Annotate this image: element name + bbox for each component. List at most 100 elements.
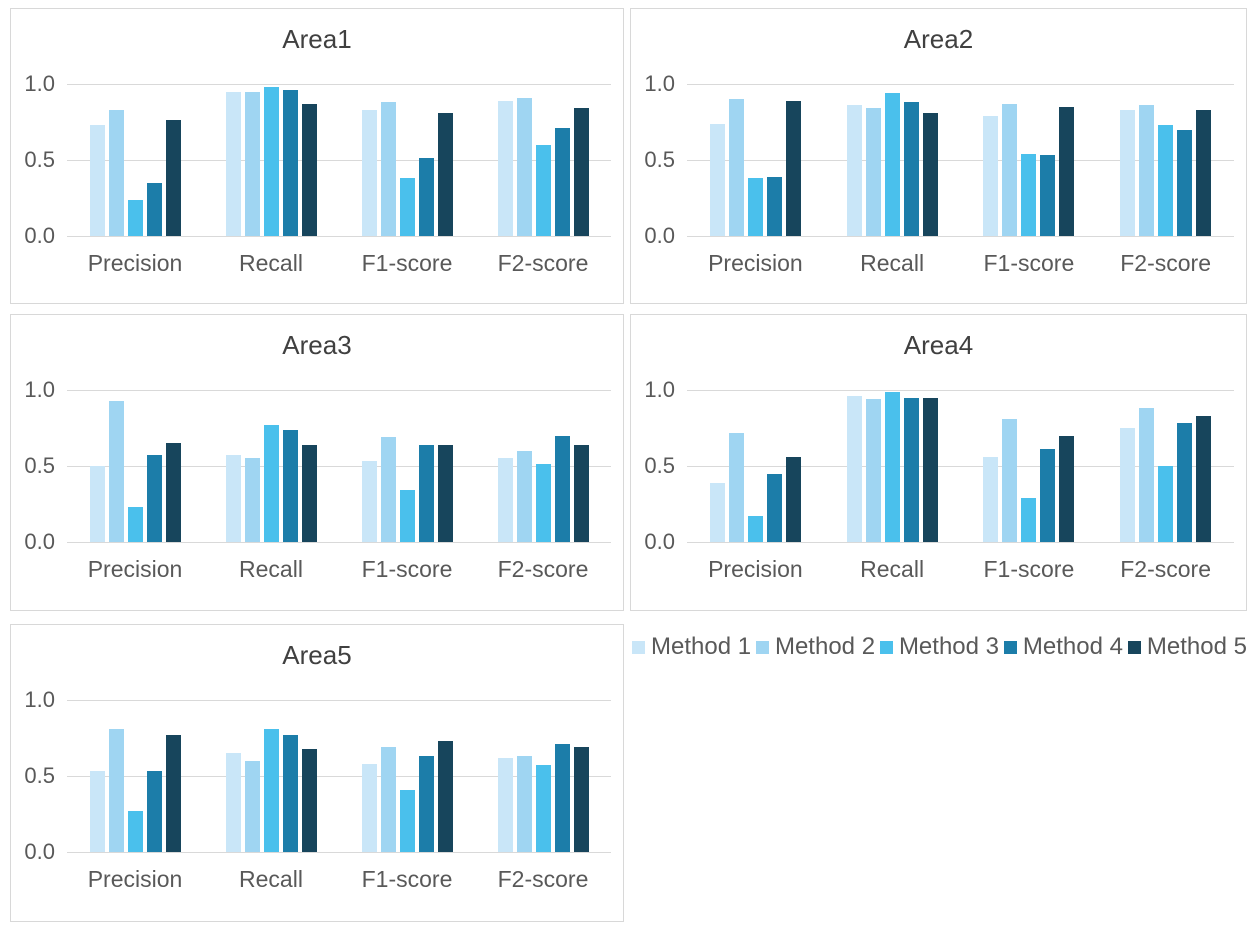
legend-label: Method 5 [1146, 633, 1247, 660]
bar-method-2 [244, 91, 260, 236]
bar-group-precision [687, 84, 824, 236]
bar-method-3 [127, 507, 143, 542]
chart-title: Area5 [282, 640, 352, 670]
bar-method-5 [1196, 109, 1212, 236]
bar-method-2 [1002, 103, 1018, 236]
legend-item-method-5: Method 5 [1127, 633, 1247, 661]
y-tick-label: 0.5 [24, 147, 55, 172]
bar-method-5 [922, 397, 938, 542]
bar-group-f2-score [1097, 84, 1234, 236]
legend-item-method-3: Method 3 [879, 633, 999, 661]
x-axis-label: Precision [87, 250, 183, 276]
bar-method-5 [165, 734, 181, 852]
bar-method-2 [865, 399, 881, 542]
gridline [67, 390, 611, 391]
y-tick-label: 1.0 [24, 377, 55, 402]
bar-method-5 [437, 444, 453, 542]
plot-area [67, 84, 611, 237]
bar-group-recall [203, 390, 339, 542]
bar-method-4 [766, 176, 782, 236]
chart-title: Area3 [282, 330, 352, 360]
bar-method-1 [846, 396, 862, 542]
bar-method-5 [1059, 435, 1075, 542]
bar-method-3 [1021, 497, 1037, 542]
chart-panel-area2: Area2 1.0 0.5 0.0 Precision Recall F1-scor… [630, 8, 1247, 304]
bar-method-2 [865, 108, 881, 236]
bar-method-4 [903, 102, 919, 236]
bar-method-2 [108, 400, 124, 542]
bar-group-precision [67, 390, 203, 542]
legend-item-method-2: Method 2 [755, 633, 875, 661]
bar-group-f2-score [1097, 390, 1234, 542]
gridline [687, 542, 1234, 543]
bar-method-1 [497, 100, 513, 236]
gridline [687, 466, 1234, 467]
bar-method-3 [1158, 466, 1174, 542]
bar-group-recall [203, 84, 339, 236]
y-axis: 1.0 0.5 0.0 [631, 379, 687, 553]
bar-method-5 [301, 748, 317, 852]
bar-method-3 [127, 199, 143, 236]
bar-method-2 [108, 728, 124, 852]
bar-method-1 [1120, 109, 1136, 236]
bar-method-4 [418, 756, 434, 852]
bar-method-2 [244, 760, 260, 852]
bar-method-5 [573, 444, 589, 542]
bar-method-2 [516, 756, 532, 852]
y-tick-label: 1.0 [644, 377, 675, 402]
bar-method-1 [225, 91, 241, 236]
bar-method-5 [1196, 415, 1212, 542]
bar-method-5 [785, 100, 801, 236]
y-tick-label: 0.0 [24, 529, 55, 554]
y-axis: 1.0 0.5 0.0 [11, 379, 67, 553]
bar-method-4 [282, 90, 298, 236]
bar-method-2 [728, 99, 744, 236]
x-axis-label: Recall [239, 866, 303, 892]
bar-method-2 [1002, 418, 1018, 542]
legend-swatch [1127, 640, 1141, 654]
bar-method-5 [301, 103, 317, 236]
y-tick-label: 1.0 [644, 71, 675, 96]
bar-method-3 [263, 728, 279, 852]
bar-method-4 [554, 128, 570, 236]
bar-group-f1-score [339, 84, 475, 236]
bar-method-1 [361, 109, 377, 236]
bar-method-3 [535, 464, 551, 542]
bar-method-2 [244, 458, 260, 542]
bar-method-4 [146, 771, 162, 852]
y-axis: 1.0 0.5 0.0 [11, 73, 67, 247]
bar-method-5 [573, 108, 589, 236]
legend-label: Method 1 [651, 633, 752, 660]
x-axis-label: Recall [239, 250, 303, 276]
x-axis-label: Precision [87, 866, 183, 892]
bar-method-1 [983, 456, 999, 542]
legend-item-method-1: Method 1 [632, 633, 751, 661]
gridline [687, 390, 1234, 391]
bar-method-1 [89, 125, 105, 236]
x-axis-label: Recall [860, 250, 925, 276]
chart-panel-area3: Area3 1.0 0.5 0.0 Precision Recall F1-scor… [10, 314, 624, 611]
gridline [67, 700, 611, 701]
bar-method-5 [165, 443, 181, 542]
bar-method-3 [747, 516, 763, 542]
bar-method-1 [497, 757, 513, 852]
x-axis-label: F2-score [497, 866, 589, 892]
bar-groups [67, 84, 611, 236]
y-tick-label: 0.0 [24, 223, 55, 248]
x-axis-label: Precision [87, 556, 183, 582]
gridline [67, 776, 611, 777]
gridline [687, 84, 1234, 85]
y-tick-label: 0.5 [24, 453, 55, 478]
bar-method-5 [437, 741, 453, 852]
bar-method-2 [1139, 105, 1155, 236]
y-axis: 1.0 0.5 0.0 [11, 689, 67, 863]
bar-method-4 [282, 734, 298, 852]
x-axis-label: F1-score [361, 556, 453, 582]
x-axis-label: F1-score [361, 866, 453, 892]
x-axis-label: F2-score [497, 556, 589, 582]
bar-method-3 [884, 93, 900, 236]
bar-method-2 [380, 747, 396, 852]
bar-method-4 [282, 429, 298, 542]
y-tick-label: 0.5 [24, 763, 55, 788]
